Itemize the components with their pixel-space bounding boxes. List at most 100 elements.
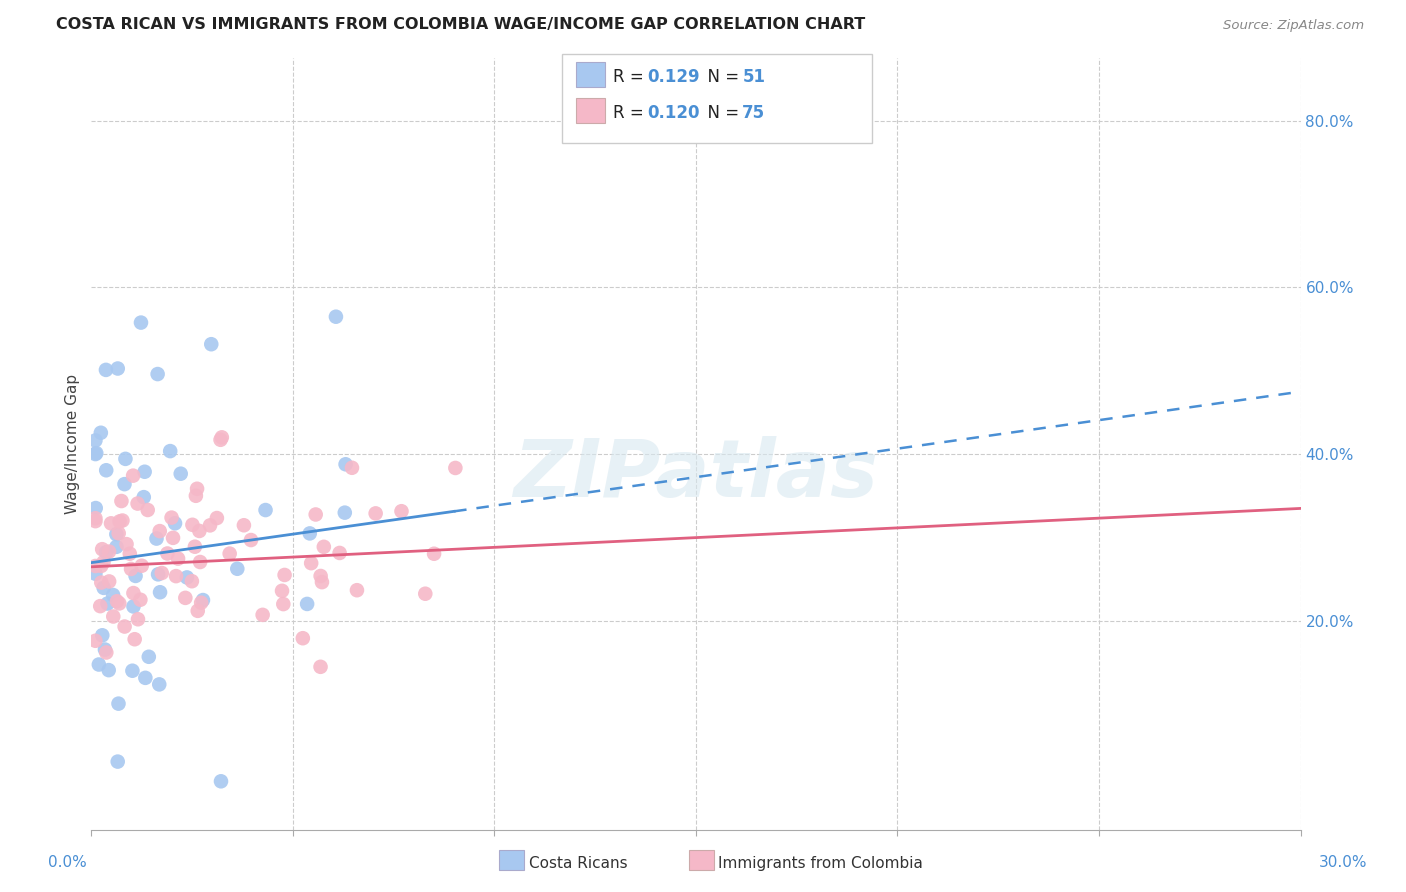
- Point: [273, 597, 295, 611]
- Point: [96, 645, 118, 659]
- Point: [391, 504, 413, 518]
- Point: [188, 524, 211, 538]
- Point: [159, 444, 181, 458]
- Point: [184, 540, 207, 554]
- Text: R =: R =: [613, 103, 650, 121]
- Point: [122, 468, 145, 483]
- Point: [305, 508, 328, 522]
- Point: [84, 566, 107, 581]
- Point: [299, 556, 322, 570]
- Text: N =: N =: [697, 68, 745, 86]
- Point: [165, 569, 187, 583]
- Point: [138, 649, 160, 664]
- Point: [105, 594, 128, 608]
- Point: [108, 515, 131, 529]
- Point: [146, 367, 169, 381]
- Point: [127, 612, 149, 626]
- Point: [84, 446, 107, 460]
- Point: [186, 482, 208, 496]
- Point: [309, 569, 332, 583]
- Point: [132, 490, 155, 504]
- Point: [115, 537, 138, 551]
- Point: [120, 562, 142, 576]
- Point: [232, 518, 254, 533]
- Point: [84, 434, 107, 448]
- Point: [94, 642, 117, 657]
- Point: [329, 546, 352, 560]
- Point: [150, 566, 173, 580]
- Point: [118, 547, 141, 561]
- Point: [108, 596, 131, 610]
- Point: [121, 664, 143, 678]
- Text: 0.0%: 0.0%: [48, 855, 87, 870]
- Text: 51: 51: [742, 68, 765, 86]
- Point: [156, 547, 179, 561]
- Point: [180, 574, 202, 589]
- Point: [298, 526, 321, 541]
- Point: [176, 570, 198, 584]
- Point: [252, 607, 274, 622]
- Point: [96, 463, 118, 477]
- Point: [93, 884, 115, 892]
- Text: 0.129: 0.129: [647, 68, 699, 86]
- Point: [89, 599, 111, 614]
- Point: [163, 516, 186, 531]
- Text: 75: 75: [742, 103, 765, 121]
- Point: [271, 583, 294, 598]
- Point: [96, 597, 118, 611]
- Point: [444, 461, 467, 475]
- Point: [114, 619, 136, 633]
- Point: [84, 447, 107, 461]
- Point: [91, 628, 114, 642]
- Point: [146, 567, 169, 582]
- Point: [107, 526, 129, 541]
- Point: [240, 533, 263, 547]
- Point: [84, 501, 107, 516]
- Point: [273, 568, 295, 582]
- Point: [136, 503, 159, 517]
- Point: [105, 527, 128, 541]
- Point: [94, 545, 117, 559]
- Point: [198, 518, 221, 533]
- Point: [107, 755, 129, 769]
- Point: [94, 363, 117, 377]
- Point: [131, 558, 153, 573]
- Point: [413, 587, 436, 601]
- Point: [309, 660, 332, 674]
- Point: [187, 604, 209, 618]
- Point: [84, 559, 107, 574]
- Text: Immigrants from Colombia: Immigrants from Colombia: [718, 856, 924, 871]
- Text: 30.0%: 30.0%: [1319, 855, 1367, 870]
- Point: [107, 697, 129, 711]
- Point: [311, 575, 333, 590]
- Point: [114, 451, 136, 466]
- Point: [124, 632, 146, 647]
- Point: [93, 555, 115, 569]
- Point: [134, 671, 156, 685]
- Point: [200, 337, 222, 351]
- Point: [364, 507, 387, 521]
- Point: [333, 506, 356, 520]
- Point: [346, 583, 368, 598]
- Point: [103, 609, 125, 624]
- Point: [84, 511, 107, 525]
- Point: [90, 425, 112, 440]
- Text: 0.120: 0.120: [647, 103, 699, 121]
- Point: [84, 514, 107, 528]
- Point: [107, 361, 129, 376]
- Point: [129, 592, 152, 607]
- Point: [110, 494, 132, 508]
- Point: [160, 510, 183, 524]
- Point: [145, 532, 167, 546]
- Point: [129, 316, 152, 330]
- Text: Costa Ricans: Costa Ricans: [529, 856, 627, 871]
- Point: [254, 503, 277, 517]
- Point: [218, 547, 240, 561]
- Point: [122, 586, 145, 600]
- Point: [149, 585, 172, 599]
- Point: [174, 591, 197, 605]
- Point: [105, 540, 128, 554]
- Point: [111, 514, 134, 528]
- Point: [127, 497, 149, 511]
- Point: [340, 460, 363, 475]
